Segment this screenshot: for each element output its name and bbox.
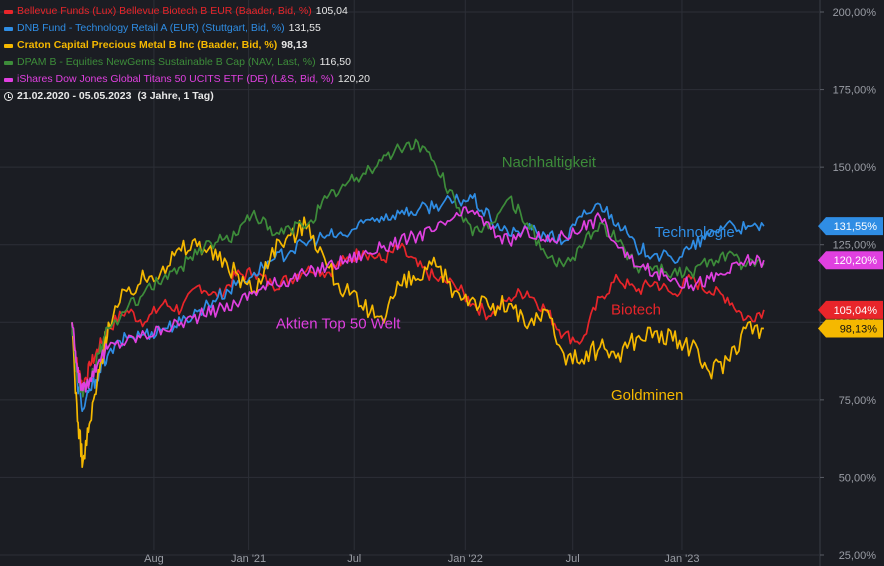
chart-annotation: Goldminen bbox=[611, 387, 684, 404]
legend-series-value: 98,13 bbox=[281, 39, 308, 51]
x-tick-label: Aug bbox=[144, 553, 164, 565]
end-value-tag-label: 131,55% bbox=[834, 221, 878, 233]
y-tick-label: 200,00% bbox=[833, 7, 877, 19]
chart-annotation: Nachhaltigkeit bbox=[502, 154, 597, 171]
legend-item[interactable]: iShares Dow Jones Global Titans 50 UCITS… bbox=[4, 71, 370, 88]
legend-series-name: DPAM B - Equities NewGems Sustainable B … bbox=[17, 56, 316, 68]
end-value-tag: 131,55% bbox=[818, 217, 883, 236]
clock-icon bbox=[4, 92, 13, 101]
chart-annotation: Technologie bbox=[655, 224, 735, 241]
legend-series-value: 116,50 bbox=[319, 56, 351, 68]
y-tick-label: 175,00% bbox=[833, 85, 877, 97]
date-range[interactable]: 21.02.2020 - 05.05.2023 (3 Jahre, 1 Tag) bbox=[4, 88, 370, 105]
y-tick-label: 50,00% bbox=[839, 472, 877, 484]
legend-swatch bbox=[4, 77, 13, 82]
end-value-tag-label: 98,13% bbox=[840, 323, 878, 335]
y-tick-label: 125,00% bbox=[833, 240, 877, 252]
legend-item[interactable]: DNB Fund - Technology Retail A (EUR) (St… bbox=[4, 20, 370, 37]
chart-annotation: Biotech bbox=[611, 302, 661, 319]
x-tick-label: Jul bbox=[566, 553, 580, 565]
series-line-gold bbox=[71, 216, 764, 469]
legend-series-name: Craton Capital Precious Metal B Inc (Baa… bbox=[17, 39, 278, 51]
legend-swatch bbox=[4, 9, 13, 14]
legend-series-value: 105,04 bbox=[315, 5, 348, 17]
end-value-tag-shape bbox=[818, 300, 883, 319]
end-value-tag: 98,13% bbox=[818, 319, 883, 338]
end-value-tag-label: 105,04% bbox=[834, 305, 878, 317]
x-tick-label: Jul bbox=[347, 553, 361, 565]
x-tick-label: Jan '23 bbox=[664, 553, 699, 565]
legend-swatch bbox=[4, 26, 13, 31]
end-value-tag-shape bbox=[818, 319, 883, 338]
legend-series-name: iShares Dow Jones Global Titans 50 UCITS… bbox=[17, 73, 334, 85]
legend-item[interactable]: Craton Capital Precious Metal B Inc (Baa… bbox=[4, 37, 370, 54]
y-tick-label: 150,00% bbox=[833, 162, 877, 174]
end-value-tag-shape bbox=[818, 251, 883, 270]
y-tick-label: 25,00% bbox=[839, 550, 877, 562]
date-range-label: 21.02.2020 - 05.05.2023 bbox=[17, 90, 132, 102]
end-value-tag: 120,20% bbox=[818, 251, 883, 270]
legend-series-name: DNB Fund - Technology Retail A (EUR) (St… bbox=[17, 22, 285, 34]
legend-series-name: Bellevue Funds (Lux) Bellevue Biotech B … bbox=[17, 5, 312, 17]
chart-legend: Bellevue Funds (Lux) Bellevue Biotech B … bbox=[4, 3, 370, 105]
legend-item[interactable]: Bellevue Funds (Lux) Bellevue Biotech B … bbox=[4, 3, 370, 20]
legend-swatch bbox=[4, 43, 13, 48]
chart-annotation: Aktien Top 50 Welt bbox=[276, 315, 401, 332]
legend-item[interactable]: DPAM B - Equities NewGems Sustainable B … bbox=[4, 54, 370, 71]
series-line-titans bbox=[71, 206, 765, 393]
end-value-tag-shape bbox=[818, 217, 883, 236]
legend-series-value: 131,55 bbox=[288, 22, 321, 34]
end-value-tag: 105,04% bbox=[818, 300, 883, 319]
series-line-nach bbox=[71, 138, 765, 398]
legend-series-value: 120,20 bbox=[337, 73, 370, 85]
y-axis-panel bbox=[820, 0, 884, 566]
x-tick-label: Jan '21 bbox=[231, 553, 266, 565]
y-tick-label: 75,00% bbox=[839, 395, 877, 407]
series-line-bio bbox=[71, 242, 765, 388]
date-range-detail: (3 Jahre, 1 Tag) bbox=[137, 90, 214, 102]
legend-swatch bbox=[4, 60, 13, 65]
x-tick-label: Jan '22 bbox=[448, 553, 483, 565]
end-value-tag-label: 120,20% bbox=[834, 255, 878, 267]
